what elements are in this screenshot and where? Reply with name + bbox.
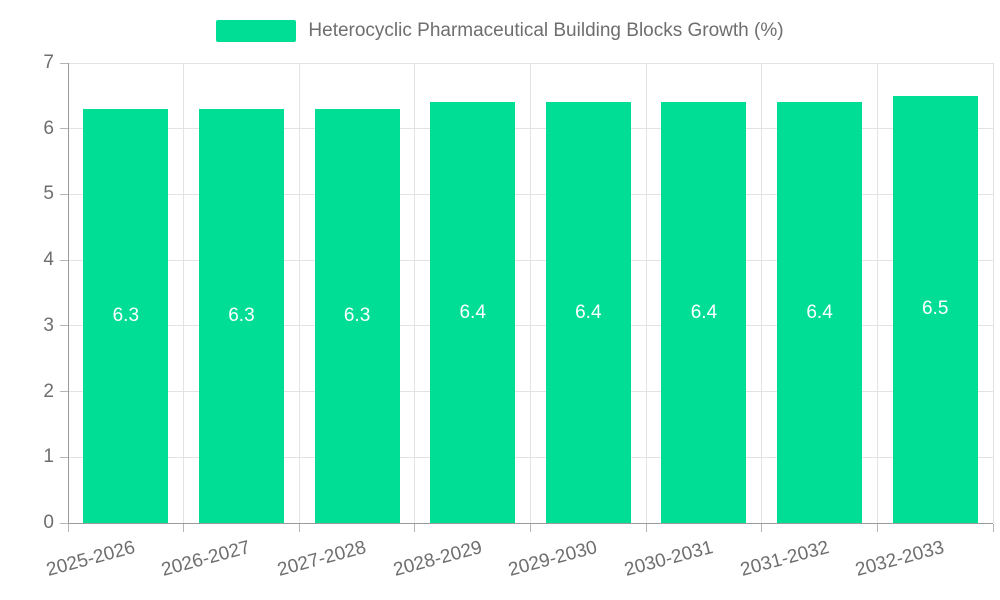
x-gridline: [414, 63, 416, 523]
bar[interactable]: [892, 95, 978, 523]
bar-value-label: 6.3: [228, 305, 255, 326]
y-axis-tick: [60, 62, 68, 64]
legend-label: Heterocyclic Pharmaceutical Building Blo…: [308, 20, 784, 41]
bar[interactable]: [314, 109, 400, 523]
bar[interactable]: [430, 102, 516, 523]
bar-value-label: 6.3: [343, 305, 371, 326]
y-axis-label: 0: [43, 512, 54, 533]
x-axis-tick: [67, 524, 69, 532]
bar-value-label: 6.4: [575, 301, 602, 323]
x-axis-label: 2029-2030: [506, 537, 600, 581]
x-axis-tick: [645, 524, 647, 532]
y-axis-label: 2: [43, 380, 54, 402]
legend-swatch: [216, 20, 297, 42]
x-axis-tick: [183, 524, 185, 532]
x-axis-label: 2031-2032: [737, 537, 831, 581]
y-axis-tick: [60, 259, 68, 261]
x-gridline: [876, 63, 878, 523]
y-axis-tick: [60, 522, 68, 524]
x-axis-label: 2027-2028: [275, 537, 369, 581]
x-gridline: [992, 63, 994, 523]
bar-value-label: 6.4: [459, 301, 486, 323]
x-axis-tick: [530, 524, 531, 532]
x-axis-tick: [414, 524, 416, 532]
x-gridline: [530, 63, 531, 523]
x-gridline: [183, 63, 185, 523]
legend-item[interactable]: Heterocyclic Pharmaceutical Building Blo…: [0, 20, 1000, 42]
y-axis-tick: [60, 456, 68, 458]
bar-value-label: 6.4: [806, 301, 833, 323]
bar[interactable]: [661, 102, 747, 523]
x-axis-tick: [876, 524, 878, 532]
bar-value-label: 6.4: [690, 301, 718, 323]
y-axis-line: [68, 63, 69, 523]
x-axis-tick: [761, 524, 763, 532]
x-gridline: [298, 63, 300, 523]
x-gridline: [761, 63, 763, 523]
y-axis-tick: [60, 391, 68, 393]
y-axis-label: 7: [43, 52, 54, 73]
y-axis-label: 5: [43, 183, 54, 205]
y-axis-label: 6: [43, 117, 54, 139]
x-axis-label: 2028-2029: [390, 537, 485, 581]
x-axis-label: 2030-2031: [622, 537, 716, 581]
bar[interactable]: [198, 109, 284, 523]
x-axis-label: 2032-2033: [853, 537, 947, 581]
y-axis-label: 1: [43, 446, 54, 468]
x-axis-label: 2026-2027: [159, 537, 253, 581]
x-axis-tick: [298, 524, 300, 532]
bar[interactable]: [545, 102, 631, 523]
y-axis-tick: [60, 193, 68, 195]
y-axis-label: 4: [43, 249, 54, 271]
x-gridline: [645, 63, 647, 523]
y-axis-tick: [60, 128, 68, 130]
x-axis-label: 2025-2026: [44, 537, 138, 581]
plot-area: 0 1 2 3 4 5 6 7 6.3 2025-2026 6.3 2026-2027 6.3 2027-…: [43, 52, 994, 581]
bar-value-label: 6.3: [112, 305, 140, 326]
y-axis-label: 3: [43, 314, 54, 336]
bar-value-label: 6.5: [921, 298, 949, 320]
bar[interactable]: [83, 109, 169, 523]
y-axis-tick: [60, 325, 68, 327]
x-axis-tick: [992, 524, 994, 532]
bar[interactable]: [777, 102, 863, 523]
x-axis-line: [68, 523, 993, 524]
